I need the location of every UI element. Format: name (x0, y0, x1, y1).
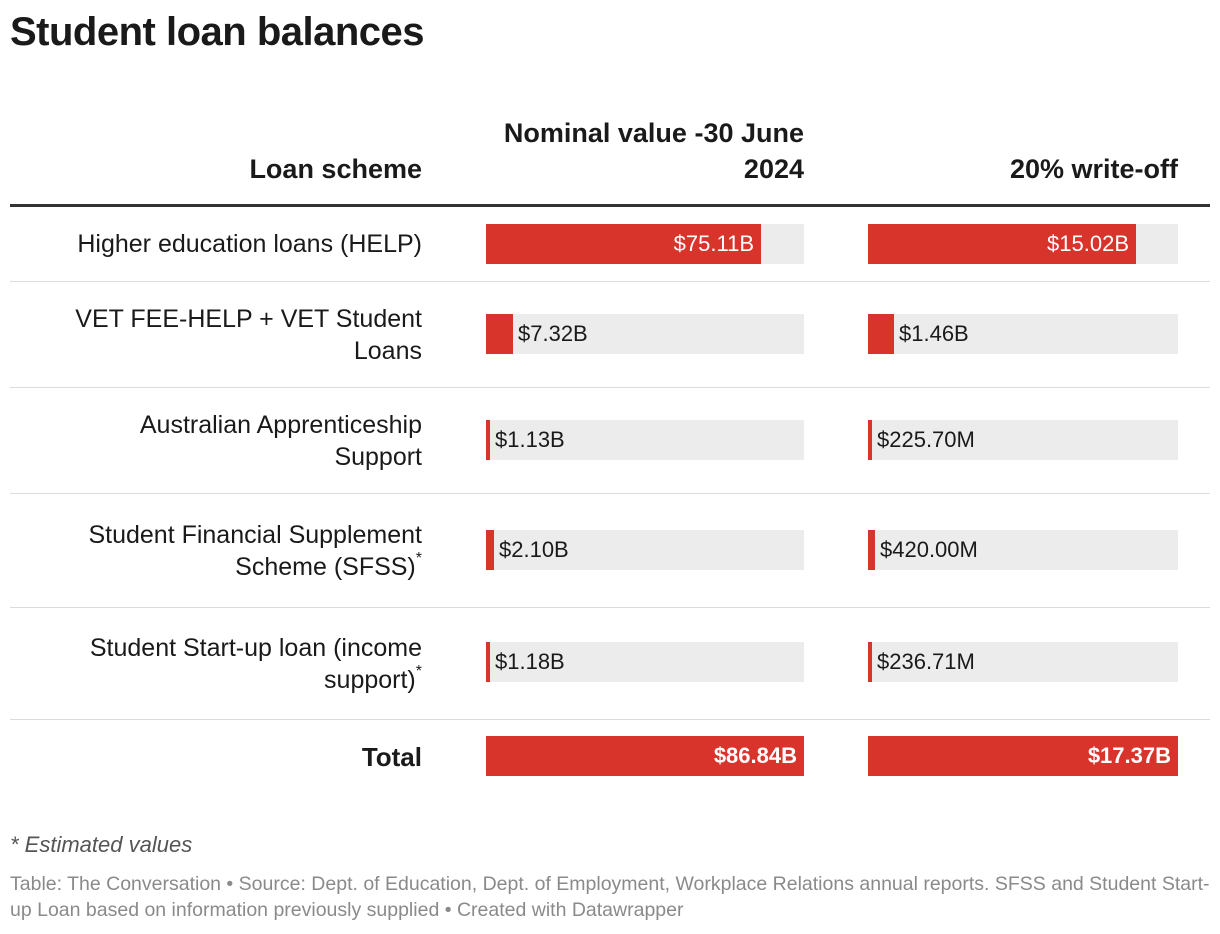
estimate-note: * Estimated values (10, 832, 193, 857)
nominal-bar-track: $7.32B (486, 314, 804, 354)
writeoff-bar (868, 224, 1136, 264)
nominal-value-label: $1.13B (495, 427, 565, 452)
writeoff-bar (868, 314, 894, 354)
writeoff-bar-track: $225.70M (868, 420, 1178, 460)
nominal-bar (486, 224, 761, 264)
writeoff-bar (868, 530, 875, 570)
nominal-bar (486, 530, 494, 570)
loan-scheme-label: Student Start-up loan (income support)* (10, 608, 422, 719)
loan-scheme-name: Total (361, 742, 422, 772)
estimate-asterisk: * (415, 662, 422, 680)
writeoff-value-label: $236.71M (877, 649, 975, 674)
nominal-bar-track: $86.84B (486, 736, 804, 776)
nominal-value-label: $1.18B (495, 649, 565, 674)
loan-scheme-text: Higher education loans (HELP) (77, 228, 422, 260)
header-divider (10, 204, 1210, 207)
loan-scheme-name: VET FEE-HELP + VET Student Loans (75, 304, 422, 365)
loan-scheme-name: Student Start-up loan (income support) (89, 633, 422, 694)
writeoff-value-label: $1.46B (899, 321, 969, 346)
nominal-bar (486, 736, 804, 776)
writeoff-bar (868, 736, 1178, 776)
writeoff-bar (868, 642, 872, 682)
writeoff-bar-track: $17.37B (868, 736, 1178, 776)
writeoff-value-label: $15.02B (1047, 231, 1129, 256)
nominal-value-label: $86.84B (713, 743, 797, 768)
page-title: Student loan balances (10, 10, 425, 54)
loan-scheme-text: VET FEE-HELP + VET Student Loans (42, 303, 422, 367)
loan-scheme-label: Student Financial Supplement Scheme (SFS… (10, 494, 422, 607)
writeoff-value-label: $225.70M (877, 427, 975, 452)
writeoff-value-label: $17.37B (1087, 743, 1171, 768)
source-footer: Table: The Conversation • Source: Dept. … (10, 873, 1210, 921)
row-divider (10, 281, 1210, 282)
loan-scheme-name: Australian Apprenticeship Support (139, 410, 422, 471)
row-divider (10, 607, 1210, 608)
row-divider (10, 493, 1210, 494)
writeoff-bar-track: $15.02B (868, 224, 1178, 264)
nominal-bar (486, 314, 513, 354)
header-write-off: 20% write-off (1009, 154, 1178, 184)
writeoff-bar-track: $420.00M (868, 530, 1178, 570)
nominal-bar (486, 420, 490, 460)
total-label: Total (10, 720, 422, 794)
nominal-value-label: $7.32B (518, 321, 588, 346)
loan-scheme-text: Total (362, 741, 422, 773)
nominal-bar-track: $1.18B (486, 642, 804, 682)
nominal-bar-track: $75.11B (486, 224, 804, 264)
nominal-value-label: $2.10B (499, 537, 569, 562)
loan-scheme-label: Australian Apprenticeship Support (10, 388, 422, 493)
loan-scheme-name: Higher education loans (HELP) (77, 230, 422, 258)
row-divider (10, 387, 1210, 388)
header-nominal-value: Nominal value -30 June 2024 (503, 118, 804, 184)
row-divider (10, 719, 1210, 720)
nominal-bar-track: $1.13B (486, 420, 804, 460)
loan-scheme-text: Student Start-up loan (income support)* (32, 632, 422, 696)
nominal-bar (486, 642, 490, 682)
header-loan-scheme: Loan scheme (249, 154, 422, 184)
estimate-asterisk: * (415, 549, 422, 567)
nominal-value-label: $75.11B (673, 231, 754, 256)
writeoff-bar (868, 420, 872, 460)
writeoff-bar-track: $236.71M (868, 642, 1178, 682)
nominal-bar-track: $2.10B (486, 530, 804, 570)
writeoff-bar-track: $1.46B (868, 314, 1178, 354)
loan-scheme-name: Student Financial Supplement Scheme (SFS… (88, 520, 422, 581)
loan-scheme-text: Student Financial Supplement Scheme (SFS… (32, 519, 422, 583)
loan-scheme-label: VET FEE-HELP + VET Student Loans (10, 282, 422, 387)
writeoff-value-label: $420.00M (880, 537, 978, 562)
loan-scheme-text: Australian Apprenticeship Support (82, 409, 422, 473)
loan-scheme-label: Higher education loans (HELP) (10, 207, 422, 281)
